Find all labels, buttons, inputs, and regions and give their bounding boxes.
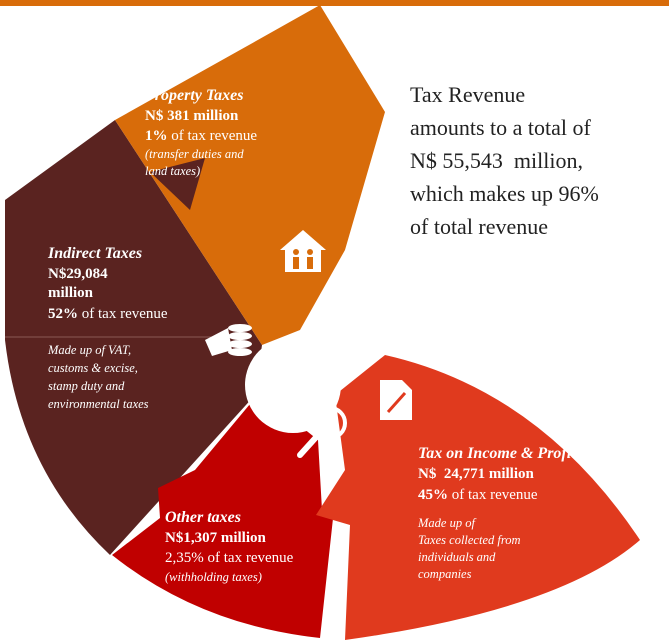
segment-share: 52% of tax revenue: [48, 306, 168, 322]
share-value: 45%: [418, 487, 448, 503]
segment-title: Tax on Income & Profits: [418, 445, 582, 462]
share-text: of tax revenue: [448, 487, 538, 503]
summary-line: of total revenue: [410, 214, 548, 239]
summary-line: which makes up 96%: [410, 181, 599, 206]
segment-note: (transfer duties and: [145, 147, 244, 161]
segment-note: Made up of: [417, 516, 476, 530]
segment-amount: N$1,307 million: [165, 530, 266, 546]
top-bar: [0, 0, 669, 6]
other-segment: [112, 398, 335, 638]
segment-share: 1% of tax revenue: [145, 128, 257, 144]
summary-line: Tax Revenue: [410, 82, 525, 107]
segment-amount: N$ 381 million: [145, 108, 239, 124]
share-value: 52%: [48, 306, 78, 322]
magnifier-icon: [297, 406, 347, 458]
segment-note: (withholding taxes): [165, 570, 262, 584]
center-circle: [245, 337, 341, 433]
segment-note: environmental taxes: [48, 397, 149, 411]
summary-line: amounts to a total of: [410, 115, 592, 140]
segment-amount: N$29,084: [48, 266, 108, 282]
segment-share: 45% of tax revenue: [418, 487, 538, 503]
share-value: 2,35%: [165, 550, 204, 566]
segment-note: customs & excise,: [48, 361, 138, 375]
house-icon: [280, 230, 326, 272]
segment-note: land taxes): [145, 164, 200, 178]
share-value: 1%: [145, 128, 168, 144]
segment-share: 2,35% of tax revenue: [165, 550, 294, 566]
segment-note: stamp duty and: [48, 379, 125, 393]
segment-title: Property Taxes: [144, 87, 244, 104]
segment-note: individuals and: [418, 550, 496, 564]
coins-icon: [205, 324, 252, 356]
segment-note: companies: [418, 567, 472, 581]
share-text: of tax revenue: [78, 306, 168, 322]
share-text: of tax revenue: [168, 128, 258, 144]
summary-line: N$ 55,543 million,: [410, 148, 583, 173]
share-text: of tax revenue: [204, 550, 294, 566]
income-segment: [316, 355, 640, 640]
segment-amount: million: [48, 285, 94, 301]
segment-amount: N$ 24,771 million: [418, 466, 534, 482]
indirect-arrow: [150, 158, 205, 210]
document-icon: [380, 380, 412, 420]
segment-title: Other taxes: [165, 509, 241, 526]
segment-title: Indirect Taxes: [47, 245, 142, 262]
segment-note: Made up of VAT,: [47, 343, 131, 357]
segment-note: Taxes collected from: [418, 533, 521, 547]
